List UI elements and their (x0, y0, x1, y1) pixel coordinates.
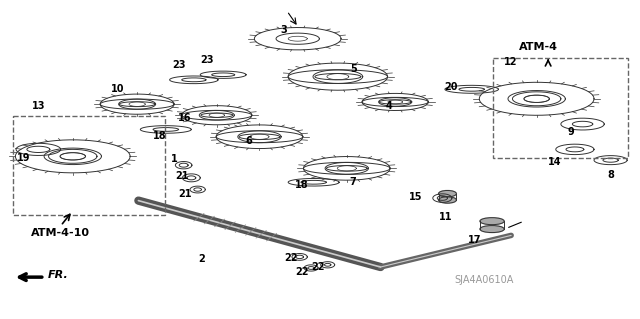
Text: 17: 17 (468, 235, 481, 245)
Text: 23: 23 (200, 55, 214, 65)
Text: 10: 10 (111, 84, 125, 94)
Bar (13, 116, 164, 214)
Ellipse shape (438, 197, 456, 203)
Text: 9: 9 (567, 127, 574, 137)
Text: 22: 22 (311, 262, 325, 272)
Text: FR.: FR. (47, 270, 68, 280)
Text: SJA4A0610A: SJA4A0610A (454, 275, 514, 285)
Text: 21: 21 (178, 189, 191, 199)
Text: 7: 7 (350, 177, 356, 187)
Text: 3: 3 (280, 25, 287, 35)
Text: 18: 18 (152, 131, 166, 141)
Text: ATM-4-10: ATM-4-10 (31, 228, 90, 238)
Ellipse shape (480, 218, 504, 225)
Text: 4: 4 (385, 101, 392, 111)
Text: 11: 11 (440, 212, 453, 222)
Text: 6: 6 (245, 136, 252, 146)
Ellipse shape (480, 226, 504, 233)
Text: 13: 13 (31, 101, 45, 111)
Text: 16: 16 (178, 113, 191, 123)
Text: 5: 5 (350, 64, 357, 74)
Bar (493, 58, 628, 158)
Text: 20: 20 (444, 82, 458, 93)
Text: 2: 2 (199, 254, 205, 264)
Text: 1: 1 (172, 154, 178, 165)
Text: 22: 22 (295, 267, 308, 277)
Ellipse shape (438, 190, 456, 197)
Text: ATM-4: ATM-4 (519, 41, 558, 52)
Text: 19: 19 (17, 153, 31, 163)
Text: 23: 23 (172, 60, 186, 70)
Text: 15: 15 (409, 192, 422, 202)
Text: 14: 14 (548, 157, 561, 167)
Text: 22: 22 (284, 253, 298, 263)
Text: 21: 21 (175, 171, 189, 181)
Text: 8: 8 (607, 170, 614, 180)
Text: 12: 12 (504, 57, 518, 67)
Text: 18: 18 (295, 181, 309, 190)
